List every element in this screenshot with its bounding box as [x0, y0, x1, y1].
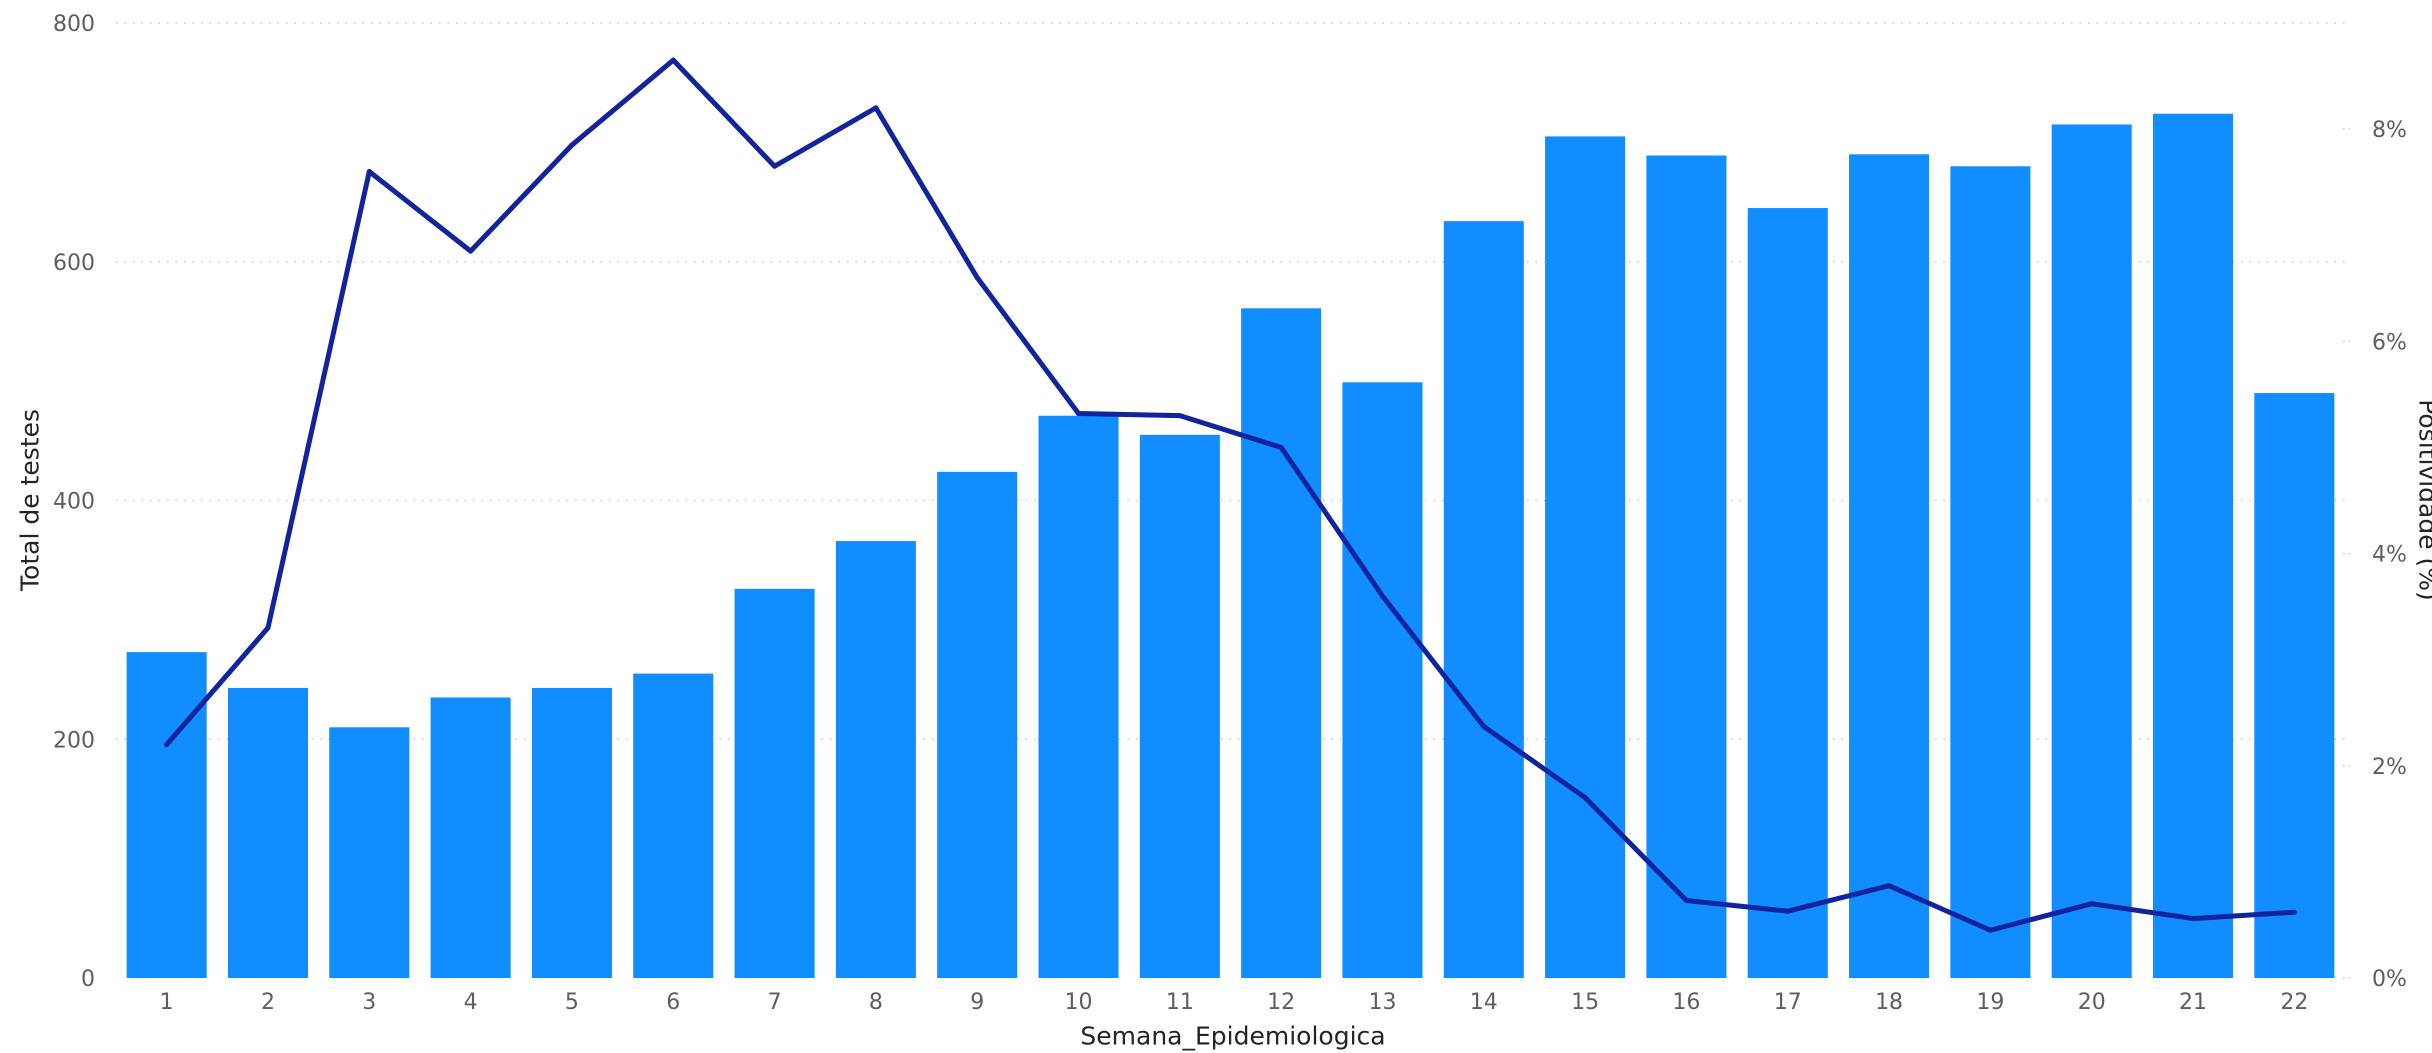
bar [430, 697, 511, 978]
line-point [873, 105, 879, 111]
bar [1747, 208, 1828, 978]
bar [2051, 124, 2132, 978]
x-tick-label: 7 [768, 990, 782, 1015]
bar [835, 541, 916, 978]
line-point [468, 248, 474, 254]
y-tick-label: 800 [53, 12, 95, 37]
line-point [1785, 908, 1791, 914]
line-point [1076, 410, 1082, 416]
x-tick-label: 22 [2280, 990, 2308, 1015]
line-point [1481, 724, 1487, 730]
line-point [1886, 883, 1892, 889]
line-point [1582, 795, 1588, 801]
x-tick-label: 3 [362, 990, 376, 1015]
x-tick-label: 14 [1470, 990, 1498, 1015]
y2-tick-label: 2% [2372, 755, 2407, 780]
line-point [569, 142, 575, 148]
x-tick-label: 16 [1672, 990, 1700, 1015]
bar [2254, 393, 2335, 978]
line-point [2089, 901, 2095, 907]
line-point [1683, 898, 1689, 904]
bar [329, 727, 410, 978]
line-point [1177, 413, 1183, 419]
line-point [1987, 927, 1993, 933]
line-point [772, 163, 778, 169]
x-tick-label: 20 [2078, 990, 2106, 1015]
x-axis-ticks: 1 2 3 4 5 6 7 8 9 10 11 12 13 14 15 16 17 18 19 20 21 22 [160, 990, 2309, 1015]
bar [1139, 434, 1220, 978]
line-point [1379, 593, 1385, 599]
x-axis-title: Semana_Epidemiologica [1080, 1021, 1386, 1051]
x-tick-label: 19 [1976, 990, 2004, 1015]
bar [1038, 415, 1119, 978]
x-tick-label: 2 [261, 990, 275, 1015]
bar [1950, 166, 2031, 978]
bar [531, 687, 612, 978]
bar [2153, 113, 2234, 979]
series-line [164, 57, 2297, 933]
bar [1241, 308, 1322, 978]
y-tick-label: 600 [53, 251, 95, 276]
y2-tick-label: 0% [2372, 967, 2407, 992]
y-axis-title-right: Positividade (%) [2413, 399, 2432, 601]
x-tick-label: 18 [1875, 990, 1903, 1015]
left-axis-ticks: 0 200 400 600 800 [53, 12, 95, 992]
x-tick-label: 6 [666, 990, 680, 1015]
x-tick-label: 12 [1267, 990, 1295, 1015]
x-tick-label: 5 [565, 990, 579, 1015]
y2-tick-label: 6% [2372, 330, 2407, 355]
line-point [265, 625, 271, 631]
line-point [1278, 444, 1284, 450]
bar [1443, 221, 1524, 979]
bar [1342, 382, 1423, 979]
x-tick-label: 9 [970, 990, 984, 1015]
line-point [164, 742, 170, 748]
bar [937, 471, 1018, 978]
line-point [670, 57, 676, 63]
line-point [366, 169, 372, 175]
y-tick-label: 0 [81, 967, 95, 992]
x-tick-label: 1 [160, 990, 174, 1015]
x-tick-label: 15 [1571, 990, 1599, 1015]
right-axis-ticks: 0% 2% 4% 6% 8% [2343, 118, 2407, 992]
bar [1545, 136, 1626, 978]
bars-total-testes [126, 113, 2335, 979]
line-point [2291, 909, 2297, 915]
x-tick-label: 4 [464, 990, 478, 1015]
line-positividade [164, 57, 2297, 933]
y-tick-label: 400 [53, 490, 95, 515]
y2-tick-label: 4% [2372, 543, 2407, 568]
x-tick-label: 17 [1774, 990, 1802, 1015]
y2-tick-label: 8% [2372, 118, 2407, 143]
bar [1849, 154, 1930, 978]
x-tick-label: 11 [1166, 990, 1194, 1015]
bar [126, 652, 207, 978]
bar [734, 588, 815, 978]
line-point [974, 275, 980, 281]
bar [227, 687, 308, 978]
x-tick-label: 10 [1065, 990, 1093, 1015]
bar [1646, 155, 1727, 979]
x-tick-label: 21 [2179, 990, 2207, 1015]
x-tick-label: 8 [869, 990, 883, 1015]
bar [633, 673, 714, 978]
line-point [2190, 916, 2196, 922]
y-tick-label: 200 [53, 728, 95, 753]
x-tick-label: 13 [1368, 990, 1396, 1015]
y-axis-title-left: Total de testes [15, 409, 45, 591]
